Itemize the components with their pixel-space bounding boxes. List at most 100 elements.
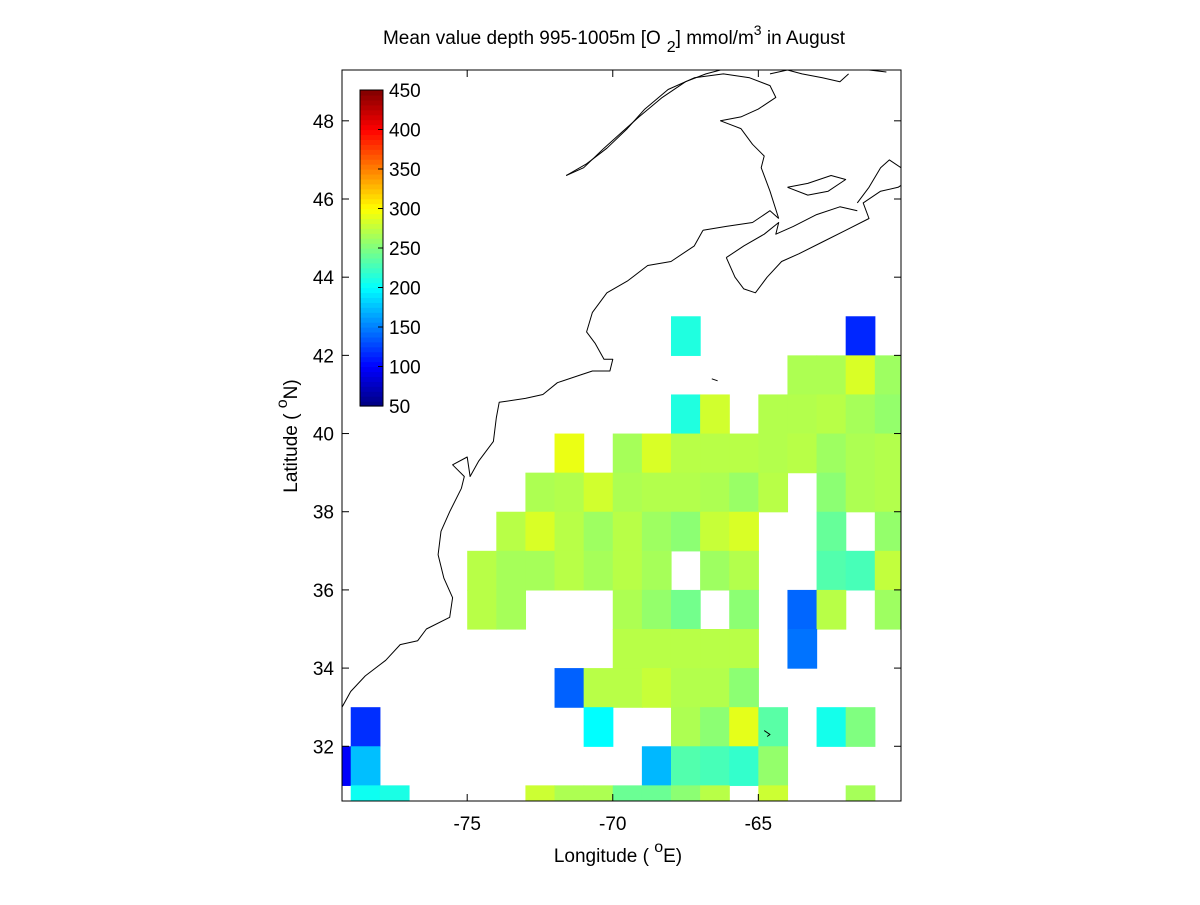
y-axis-label-text: Latitude ( <box>281 408 302 493</box>
heatmap-cell-62 <box>641 589 672 630</box>
colorbar-swatch <box>360 198 383 205</box>
colorbar-swatch <box>360 307 383 313</box>
heatmap-cell-88 <box>845 707 876 747</box>
heatmap-cell-78 <box>670 668 701 708</box>
heatmap-cell-53 <box>641 550 672 591</box>
x-tick-label: -70 <box>599 814 626 835</box>
axis-ticks: -75 -70 -65 32 34 36 38 40 42 44 46 48 <box>313 70 901 835</box>
colorbar-swatch <box>360 381 383 387</box>
colorbar-swatch <box>360 287 383 294</box>
colorbar-swatch <box>360 371 383 377</box>
heatmap-cell-32 <box>758 472 789 513</box>
colorbar-swatch <box>360 139 383 145</box>
coastline-segment-10 <box>711 378 718 382</box>
heatmap-cell-30 <box>700 472 730 513</box>
y-tick-label: 48 <box>313 112 334 133</box>
colorbar-swatch <box>360 169 383 175</box>
coastline-segment-9 <box>856 159 901 204</box>
colorbar-swatch <box>360 233 383 239</box>
colorbar-swatch <box>360 119 383 126</box>
colorbar-swatch <box>360 272 383 279</box>
heatmap-cell-29 <box>670 472 701 513</box>
colorbar-swatch <box>360 277 383 284</box>
x-axis-label-degree: o <box>654 839 663 856</box>
heatmap-cell-61 <box>612 589 643 630</box>
y-tick-label: 42 <box>313 346 334 367</box>
colorbar-tick-label: 250 <box>389 239 421 260</box>
heatmap-cell-19 <box>758 433 789 474</box>
heatmap-cell-81 <box>350 707 381 747</box>
chart-title: Mean value depth 995-1005m [O 2] mmol/m3 … <box>383 22 846 56</box>
colorbar-swatch <box>360 327 383 333</box>
heatmap-cell-7 <box>700 394 730 435</box>
coastline-segment-7 <box>769 70 849 83</box>
heatmap-cell-56 <box>816 550 847 591</box>
heatmap-cell-9 <box>787 394 818 435</box>
heatmap-cell-91 <box>641 746 672 786</box>
heatmap-cell-40 <box>612 511 643 552</box>
heatmap-cell-64 <box>729 589 759 630</box>
colorbar-swatch <box>360 361 383 368</box>
heatmap-cell-37 <box>525 511 556 552</box>
heatmap-cell-94 <box>729 746 759 786</box>
heatmap-cell-46 <box>874 511 901 552</box>
heatmap-cell-24 <box>525 472 556 513</box>
heatmap-cell-55 <box>729 550 759 591</box>
colorbar-tick-label: 300 <box>389 200 421 221</box>
y-tick-label: 34 <box>313 659 335 680</box>
colorbar-swatch <box>360 346 383 353</box>
heatmap-cell-50 <box>554 550 585 591</box>
heatmap-cell-12 <box>874 394 901 435</box>
heatmap-cell-97 <box>379 785 410 801</box>
heatmap-cell-33 <box>816 472 847 513</box>
coastline-segment-8 <box>851 70 887 73</box>
colorbar-swatch <box>360 396 383 402</box>
coastline-segment-0 <box>342 230 704 708</box>
heatmap-cell-98 <box>525 785 556 801</box>
colorbar-swatch <box>360 351 383 358</box>
heatmap-cell-23 <box>874 433 901 474</box>
colorbar-swatch <box>360 159 383 165</box>
heatmap-cell-28 <box>641 472 672 513</box>
heatmap-cell-41 <box>641 511 672 552</box>
colorbar-swatch <box>360 114 383 121</box>
heatmap-cell-87 <box>816 707 847 747</box>
colorbar-swatch <box>360 164 383 170</box>
colorbar-swatch <box>360 386 383 392</box>
colorbar-swatch <box>360 312 383 318</box>
heatmap-cell-85 <box>729 707 759 747</box>
title-prefix: Mean value depth 995-1005m [O <box>383 28 661 49</box>
colorbar-swatch <box>360 252 383 259</box>
heatmap-cell-67 <box>874 589 901 630</box>
heatmap-cell-44 <box>729 511 759 552</box>
x-tick-label: -65 <box>745 814 772 835</box>
colorbar-swatch <box>360 124 383 131</box>
heatmap-cell-75 <box>583 668 614 708</box>
heatmap-cell-52 <box>612 550 643 591</box>
heatmap-cell-42 <box>670 511 701 552</box>
heatmap-cell-99 <box>554 785 585 801</box>
heatmap-cell-103 <box>670 785 701 801</box>
colorbar-swatch <box>360 341 383 348</box>
heatmap-cell-79 <box>700 668 730 708</box>
heatmap-cell-63 <box>670 589 701 630</box>
colorbar-swatch <box>360 183 383 190</box>
coastline <box>342 70 901 737</box>
colorbar-swatch <box>360 129 383 136</box>
heatmap-cell-47 <box>467 550 497 591</box>
colorbar-tick-label: 100 <box>389 358 421 379</box>
colorbar-swatch <box>360 331 383 338</box>
heatmap-cell-80 <box>729 668 759 708</box>
heatmap-cell-59 <box>467 589 497 630</box>
heatmap-cells <box>342 316 901 801</box>
heatmap-cell-73 <box>787 629 818 669</box>
colorbar-swatch <box>360 366 383 373</box>
heatmap-cell-43 <box>700 511 730 552</box>
colorbar-tick-label: 400 <box>389 121 421 142</box>
title-suffix: in August <box>762 28 846 49</box>
heatmap-cell-74 <box>554 668 585 708</box>
y-tick-label: 38 <box>313 503 334 524</box>
heatmap-cell-39 <box>583 511 614 552</box>
heatmap-cell-15 <box>641 433 672 474</box>
y-tick-label: 36 <box>313 581 334 602</box>
